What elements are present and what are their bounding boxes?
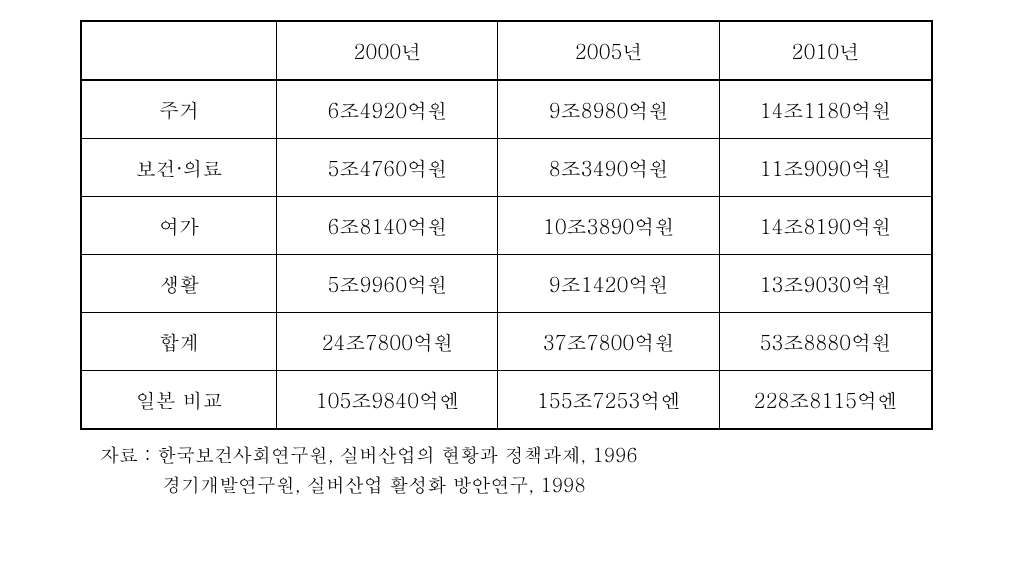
row5-col2: 155조7253억엔 [498, 371, 719, 430]
table-row: 보건·의료 5조4760억원 8조3490억원 11조9090억원 [81, 139, 932, 197]
row3-col3: 13조9030억원 [719, 255, 932, 313]
row0-col3: 14조1180억원 [719, 80, 932, 139]
header-2005: 2005년 [498, 21, 719, 80]
table-row: 주거 6조4920억원 9조8980억원 14조1180억원 [81, 80, 932, 139]
source-text1: 한국보건사회연구원, 실버산업의 현황과 정책과제, 1996 [157, 441, 638, 468]
header-2000: 2000년 [277, 21, 498, 80]
row3-col1: 5조9960억원 [277, 255, 498, 313]
source-line2: 경기개발연구원, 실버산업 활성화 방안연구, 1998 [162, 470, 638, 500]
row4-label: 합계 [81, 313, 277, 371]
header-2010: 2010년 [719, 21, 932, 80]
row0-col2: 9조8980억원 [498, 80, 719, 139]
row2-col3: 14조8190억원 [719, 197, 932, 255]
row1-col2: 8조3490억원 [498, 139, 719, 197]
source-line1: 자료 : 한국보건사회연구원, 실버산업의 현황과 정책과제, 1996 [100, 440, 638, 470]
row1-col1: 5조4760억원 [277, 139, 498, 197]
table-row: 여가 6조8140억원 10조3890억원 14조8190억원 [81, 197, 932, 255]
row2-col1: 6조8140억원 [277, 197, 498, 255]
row1-col3: 11조9090억원 [719, 139, 932, 197]
row3-label: 생활 [81, 255, 277, 313]
table-header-row: 2000년 2005년 2010년 [81, 21, 932, 80]
source-note: 자료 : 한국보건사회연구원, 실버산업의 현황과 정책과제, 1996 경기개… [100, 440, 638, 501]
row5-label: 일본 비교 [81, 371, 277, 430]
table-row: 생활 5조9960억원 9조1420억원 13조9030억원 [81, 255, 932, 313]
row2-col2: 10조3890억원 [498, 197, 719, 255]
row0-label: 주거 [81, 80, 277, 139]
source-prefix: 자료 : [100, 441, 157, 468]
table-body: 주거 6조4920억원 9조8980억원 14조1180억원 보건·의료 5조4… [81, 80, 932, 429]
row4-col1: 24조7800억원 [277, 313, 498, 371]
row2-label: 여가 [81, 197, 277, 255]
row5-col3: 228조8115억엔 [719, 371, 932, 430]
header-blank [81, 21, 277, 80]
row4-col2: 37조7800억원 [498, 313, 719, 371]
row0-col1: 6조4920억원 [277, 80, 498, 139]
data-table: 2000년 2005년 2010년 주거 6조4920억원 9조8980억원 1… [80, 20, 933, 430]
table-row: 일본 비교 105조9840억엔 155조7253억엔 228조8115억엔 [81, 371, 932, 430]
row1-label: 보건·의료 [81, 139, 277, 197]
table-row: 합계 24조7800억원 37조7800억원 53조8880억원 [81, 313, 932, 371]
row5-col1: 105조9840억엔 [277, 371, 498, 430]
row4-col3: 53조8880억원 [719, 313, 932, 371]
row3-col2: 9조1420억원 [498, 255, 719, 313]
